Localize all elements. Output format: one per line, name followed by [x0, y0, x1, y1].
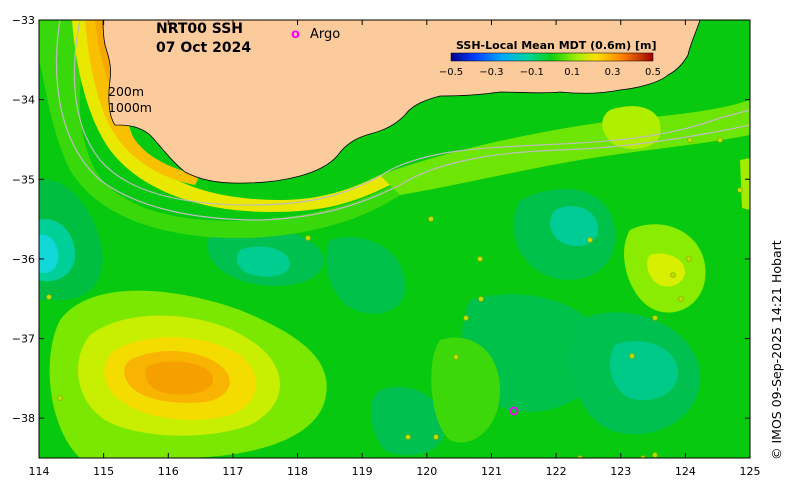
colorbar-tick-label: 0.3 [605, 67, 621, 78]
isobath-label-1000m: 1000m [108, 100, 152, 115]
colorbar-gradient [450, 52, 654, 62]
contour-low-mid [326, 236, 406, 314]
isobath-label-200m: 200m [108, 84, 144, 99]
contour-high-east [740, 158, 750, 210]
contour-low-se-inner [610, 341, 679, 401]
map-plot-area [39, 20, 750, 458]
ssh-contours [39, 20, 750, 458]
y-axis: −33 −34 −35 −36 −37 −38 [12, 14, 750, 425]
x-tick-label: 124 [675, 465, 696, 478]
contour-teal-east1 [550, 206, 599, 247]
isobath-1000m [55, 20, 750, 221]
contour-low-midsouth [370, 386, 446, 456]
x-tick-label: 118 [287, 465, 308, 478]
contour-high-ne [602, 106, 661, 149]
x-tick-label: 114 [29, 465, 50, 478]
colorbar-tick-label: −0.3 [479, 67, 503, 78]
isobath-200m [73, 20, 750, 206]
contour-teal-central [236, 246, 290, 277]
y-tick-label: −37 [12, 333, 35, 346]
colorbar-tick-label: −0.5 [439, 67, 463, 78]
isobath-lines [55, 20, 750, 221]
argo-legend-label: Argo [310, 27, 340, 42]
x-tick-label: 123 [610, 465, 631, 478]
y-tick-label: −38 [12, 412, 35, 425]
y-tick-label: −33 [12, 14, 35, 27]
x-tick-label: 115 [93, 465, 114, 478]
contour-cyan-west [39, 234, 59, 274]
y-tick-label: −35 [12, 173, 35, 186]
argo-legend-glyph: o [291, 27, 300, 42]
imos-credit: © IMOS 09-Sep-2025 14:21 Hobart [769, 240, 784, 460]
plot-frame [38, 19, 751, 459]
x-tick-label: 122 [546, 465, 567, 478]
contour-high-south [431, 337, 500, 443]
colorbar-title: SSH-Local Mean MDT (0.6m) [m] [456, 39, 656, 52]
contour-yellow-se [647, 253, 685, 287]
float-markers [46, 137, 743, 458]
x-axis: 114 115 116 117 118 119 120 121 122 123 124 125 [29, 20, 761, 478]
x-tick-label: 119 [352, 465, 373, 478]
colorbar-tick-label: 0.1 [564, 67, 580, 78]
x-tick-label: 120 [416, 465, 437, 478]
map-title-line1: NRT00 SSH [156, 21, 243, 37]
y-tick-label: −34 [12, 94, 35, 107]
y-tick-label: −36 [12, 253, 35, 266]
colorbar-ticks: −0.5 −0.3 −0.1 0.1 0.3 0.5 [439, 67, 661, 78]
contour-orange-core [145, 361, 214, 395]
x-tick-label: 125 [740, 465, 761, 478]
colorbar: SSH-Local Mean MDT (0.6m) [m] −0.5 −0.3 −0… [439, 39, 661, 78]
x-tick-label: 116 [158, 465, 179, 478]
x-tick-label: 121 [481, 465, 502, 478]
map-title-line2: 07 Oct 2024 [156, 40, 251, 56]
argo-float-marker [509, 406, 519, 416]
colorbar-tick-label: 0.5 [645, 67, 661, 78]
colorbar-tick-label: −0.1 [520, 67, 544, 78]
x-tick-label: 117 [222, 465, 243, 478]
